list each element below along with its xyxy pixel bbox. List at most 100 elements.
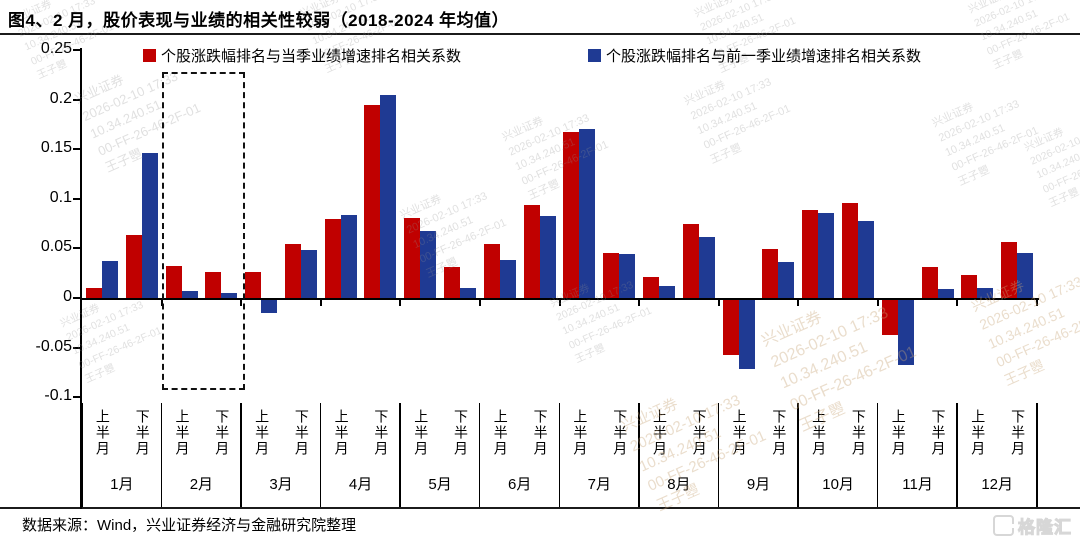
month-label: 11月 (902, 476, 933, 493)
y-tick (73, 247, 80, 250)
bar (722, 300, 739, 355)
bar (961, 275, 978, 298)
x-tick (1036, 300, 1038, 306)
month-label: 12月 (981, 476, 1014, 493)
half-month-label: 下半月 (532, 409, 549, 457)
x-tick (399, 300, 402, 306)
y-tick-label: 0 (63, 288, 72, 305)
half-month-label: 上半月 (94, 409, 111, 457)
bar (897, 300, 914, 365)
month-separator (160, 403, 163, 507)
y-tick (73, 49, 80, 51)
half-month-label: 下半月 (850, 409, 867, 457)
x-tick (717, 300, 720, 306)
month-separator (1036, 403, 1038, 507)
month-separator (478, 403, 481, 507)
footer-divider (0, 507, 1080, 509)
month-separator (797, 403, 799, 507)
half-month-label: 下半月 (134, 409, 151, 457)
month-label: 1月 (110, 476, 134, 493)
half-month-label: 下半月 (930, 409, 947, 457)
bar (841, 202, 858, 298)
bar (261, 300, 278, 313)
bar (221, 293, 238, 298)
bar (698, 236, 715, 298)
legend-label: 个股涨跌幅排名与当季业绩增速排名相关系数 (161, 48, 462, 65)
month-label: 5月 (428, 476, 452, 493)
bar (643, 277, 659, 298)
bar (738, 300, 755, 370)
legend-item: 个股涨跌幅排名与前一季业绩增速排名相关系数 (588, 45, 921, 66)
month-separator (717, 403, 720, 507)
half-month-label: 上半月 (572, 409, 589, 457)
half-month-label: 下半月 (373, 409, 390, 457)
month-separator (956, 403, 958, 507)
bar (762, 249, 779, 298)
y-axis-line (80, 48, 82, 509)
bar (539, 215, 556, 298)
highlight-box (161, 72, 246, 390)
y-tick-label: -0.1 (44, 387, 72, 405)
half-month-label: 上半月 (333, 409, 350, 457)
bar (682, 223, 699, 298)
half-month-label: 下半月 (771, 409, 788, 457)
bar (340, 214, 357, 298)
y-tick-label: 0.1 (49, 188, 72, 206)
bar (364, 104, 381, 298)
month-separator (240, 403, 242, 507)
half-month-label: 下半月 (1010, 409, 1027, 457)
y-tick (73, 396, 80, 399)
bar (603, 253, 620, 298)
bar (778, 262, 795, 298)
y-tick (73, 197, 80, 200)
y-tick-label: -0.05 (35, 337, 72, 355)
month-label: 4月 (348, 476, 373, 493)
gelonghui-logo-text: 格隆汇 (1018, 518, 1072, 538)
bar (141, 153, 158, 298)
y-tick-label: 0.25 (40, 40, 72, 57)
bar (659, 286, 675, 298)
y-tick (73, 346, 80, 349)
title-divider (0, 33, 1080, 35)
half-month-label: 上半月 (731, 409, 748, 457)
bar (857, 220, 874, 298)
month-label: 3月 (269, 476, 293, 493)
x-axis-zero-line (82, 298, 1039, 300)
bar (420, 230, 437, 298)
bar (300, 250, 317, 298)
legend-item: 个股涨跌幅排名与当季业绩增速排名相关系数 (143, 45, 461, 66)
x-tick (797, 300, 800, 306)
x-tick (956, 300, 959, 306)
bar (563, 132, 580, 298)
half-month-label: 下半月 (612, 409, 629, 457)
x-tick (478, 300, 481, 306)
bar (181, 291, 198, 298)
bar (380, 94, 397, 298)
bar (324, 218, 341, 298)
month-separator (876, 403, 879, 507)
bar (1017, 253, 1034, 298)
legend-label: 个股涨跌幅排名与前一季业绩增速排名相关系数 (606, 48, 922, 65)
x-tick (240, 300, 243, 306)
chart-title: 图4、2 月，股价表现与业绩的相关性较弱（2018-2024 年均值） (8, 11, 510, 30)
data-source-note: 数据来源：Wind，兴业证券经济与金融研究院整理 (22, 517, 357, 534)
bar (284, 244, 301, 298)
month-label: 9月 (746, 476, 771, 493)
month-separator (399, 403, 401, 507)
month-label: 7月 (587, 476, 611, 493)
bar (619, 254, 636, 298)
y-tick-label: 0.05 (40, 238, 72, 256)
bar (101, 261, 118, 298)
bar (579, 129, 596, 298)
bar (125, 234, 142, 298)
bar (460, 288, 476, 298)
half-month-label: 下半月 (691, 409, 708, 457)
month-label: 8月 (667, 476, 691, 493)
bar (802, 209, 819, 298)
y-tick (73, 297, 80, 299)
half-month-label: 上半月 (413, 409, 430, 457)
bar (881, 300, 898, 335)
